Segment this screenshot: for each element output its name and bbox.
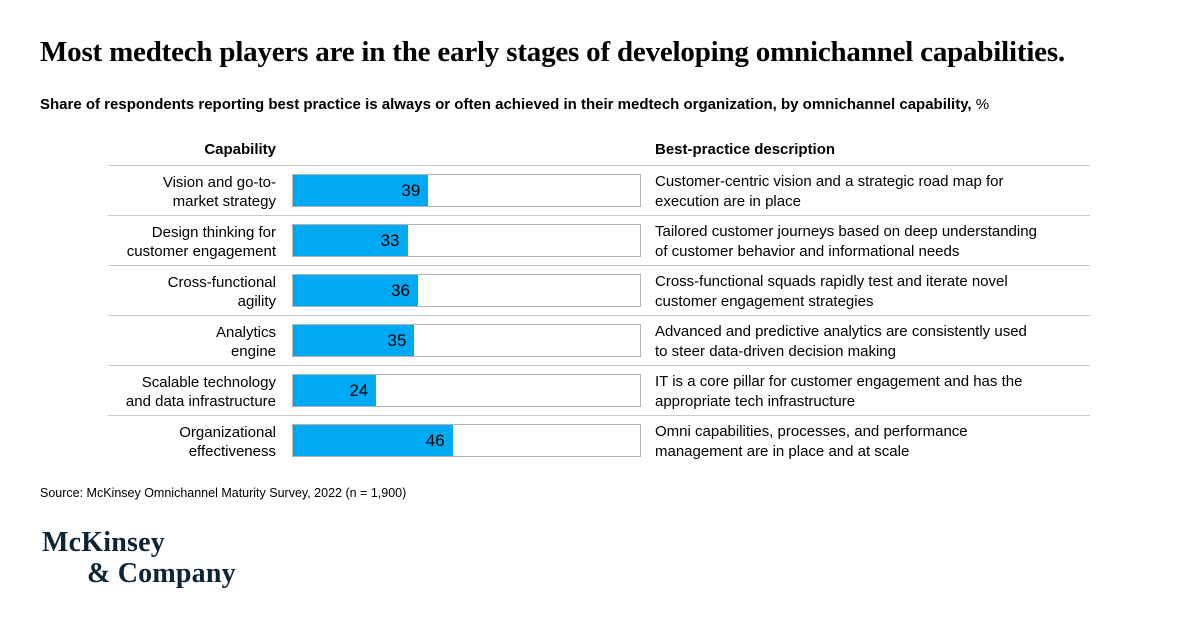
logo-line-1: McKinsey	[42, 527, 165, 558]
table-row: Scalable technology and data infrastruct…	[108, 365, 1090, 415]
table-row: Analytics engine 35 Advanced and predict…	[108, 315, 1090, 365]
capability-label: Vision and go-to- market strategy	[162, 174, 276, 210]
table-row: Vision and go-to- market strategy 39 Cus…	[108, 165, 1090, 215]
bar-fill: 39	[293, 175, 429, 206]
bar-fill: 36	[293, 275, 418, 306]
chart-subtitle-unit: %	[975, 96, 990, 113]
bar-track: 39	[292, 174, 641, 207]
best-practice-description: Cross-functional squads rapidly test and…	[655, 273, 1008, 310]
best-practice-description: Omni capabilities, processes, and perfor…	[655, 423, 968, 460]
mckinsey-logo: McKinsey & Company	[42, 527, 236, 589]
capability-label: Analytics engine	[215, 324, 276, 360]
table-row: Organizational effectiveness 46 Omni cap…	[108, 415, 1090, 465]
bar-track: 46	[292, 424, 641, 457]
best-practice-description: Customer-centric vision and a strategic …	[655, 173, 1004, 210]
best-practice-description: Tailored customer journeys based on deep…	[655, 223, 1037, 260]
bar-track: 35	[292, 324, 641, 357]
bar-track: 33	[292, 224, 641, 257]
bar-cell: 24	[292, 366, 641, 407]
bar-fill: 24	[293, 375, 377, 406]
capability-label: Cross-functional agility	[167, 274, 276, 310]
capability-label: Organizational effectiveness	[179, 424, 276, 460]
table-row: Design thinking for customer engagement …	[108, 215, 1090, 265]
bar-cell: 39	[292, 166, 641, 207]
table-header-row: Capability Best-practice description	[108, 138, 1090, 165]
description-column-header: Best-practice description	[655, 141, 836, 158]
bar-cell: 35	[292, 316, 641, 357]
bar-value-label: 35	[387, 330, 407, 350]
bar-fill: 35	[293, 325, 415, 356]
best-practice-description: Advanced and predictive analytics are co…	[655, 323, 1027, 360]
capability-label: Scalable technology and data infrastruct…	[125, 374, 276, 410]
bar-fill: 46	[293, 425, 453, 456]
chart-subtitle: Share of respondents reporting best prac…	[40, 96, 1150, 113]
table-row: Cross-functional agility 36 Cross-functi…	[108, 265, 1090, 315]
bar-cell: 33	[292, 216, 641, 257]
page-title: Most medtech players are in the early st…	[40, 36, 1065, 68]
capability-table: Capability Best-practice description Vis…	[108, 138, 1090, 465]
bar-track: 36	[292, 274, 641, 307]
capability-label: Design thinking for customer engagement	[126, 224, 276, 260]
bar-fill: 33	[293, 225, 408, 256]
bar-value-label: 33	[380, 230, 400, 250]
chart-subtitle-text: Share of respondents reporting best prac…	[40, 96, 972, 113]
best-practice-description: IT is a core pillar for customer engagem…	[655, 373, 1023, 410]
capability-column-header: Capability	[204, 141, 276, 158]
bar-track: 24	[292, 374, 641, 407]
bar-cell: 36	[292, 266, 641, 307]
bar-value-label: 39	[401, 180, 421, 200]
logo-line-2: & Company	[87, 558, 236, 589]
bar-value-label: 46	[425, 430, 445, 450]
bar-value-label: 24	[349, 380, 369, 400]
source-note: Source: McKinsey Omnichannel Maturity Su…	[40, 486, 407, 500]
bar-cell: 46	[292, 416, 641, 457]
bar-value-label: 36	[390, 280, 410, 300]
